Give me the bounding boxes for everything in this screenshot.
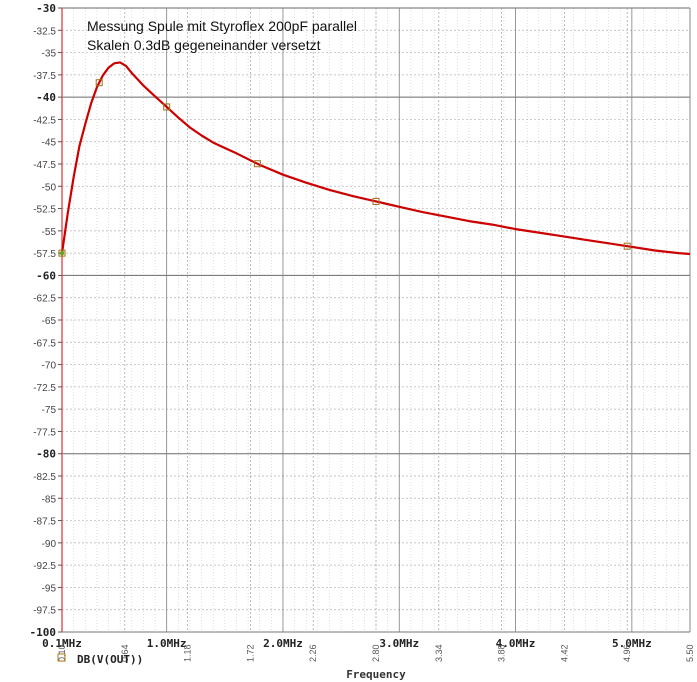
y-tick-label: -35 [42,49,57,60]
legend-label: DB(V(OUT)) [77,653,143,666]
chart-title-line-2: Skalen 0.3dB gegeneinander versetzt [87,37,321,53]
series-layer [60,61,691,256]
x-axis-ticks: 0.1MHz 1.0MHz 2.0MHz 3.0MHz 4.0MHz 5.0MHz 0.10… [42,637,695,662]
x-axis-label: Frequency [346,668,406,681]
series-marker [95,79,103,87]
series-marker [372,197,380,205]
y-tick-label: -57.5 [33,249,56,260]
y-tick-label: -40 [36,91,56,104]
y-tick-label: -45 [42,138,57,149]
chart-title-line-1: Messung Spule mit Styroflex 200pF parall… [87,18,357,34]
y-tick-label: -60 [36,269,56,282]
start-dot [59,250,65,256]
y-tick-label: -30 [36,2,56,15]
y-tick-label: -52.5 [33,205,56,216]
x-secondary-tick-label: 5.50 [685,644,695,662]
x-tick-label: 0.1MHz [42,637,82,650]
y-tick-label: -75 [42,405,57,416]
x-tick-label: 1.0MHz [147,637,187,650]
y-tick-label: -77.5 [33,427,56,438]
y-tick-label: -55 [42,227,57,238]
y-tick-label: -62.5 [33,294,56,305]
y-tick-label: -37.5 [33,71,56,82]
y-tick-label: -65 [42,316,57,327]
series-line [60,61,691,256]
y-tick-label: -72.5 [33,383,56,394]
legend: DB(V(OUT)) [57,653,143,666]
x-secondary-tick-label: 3.88 [497,644,507,662]
x-tick-label: 5.0MHz [612,637,652,650]
y-tick-label: -80 [36,448,56,461]
y-tick-label: -50 [42,182,57,193]
y-tick-label: -87.5 [33,517,56,528]
x-secondary-tick-label: 0.64 [120,644,130,662]
y-tick-label: -82.5 [33,472,56,483]
x-secondary-tick-label: 1.72 [245,644,255,662]
x-secondary-tick-label: 2.80 [371,644,381,662]
x-secondary-tick-label: 4.42 [559,644,569,662]
series-marker [623,242,631,250]
x-secondary-tick-label: 2.26 [308,644,318,662]
y-axis-ticks: -30 -32.5 -35 -37.5 -40 -42.5 -45 -47.5 -50 -52.5… [30,2,62,639]
y-tick-label: -32.5 [33,26,56,37]
y-tick-label: -95 [42,583,57,594]
legend-marker-icon [57,653,66,662]
series-marker [163,103,171,111]
y-tick-label: -90 [42,539,57,550]
x-tick-label: 4.0MHz [496,637,536,650]
x-tick-label: 3.0MHz [379,637,419,650]
y-tick-label: -100 [30,626,57,639]
y-tick-label: -67.5 [33,338,56,349]
x-secondary-tick-label: 3.34 [434,644,444,662]
y-tick-label: -70 [42,361,57,372]
y-tick-label: -85 [42,494,57,505]
series-marker [58,249,66,257]
y-tick-label: -47.5 [33,160,56,171]
y-tick-label: -92.5 [33,561,56,572]
x-secondary-tick-label: 0.10 [57,644,67,662]
y-tick-label: -97.5 [33,606,56,617]
x-secondary-tick-label: 4.96 [622,644,632,662]
gridlines [61,7,691,633]
x-secondary-tick-label: 1.18 [183,644,193,662]
series-marker [253,160,261,168]
marker-layer [58,79,631,257]
x-tick-label: 2.0MHz [263,637,303,650]
y-tick-label: -42.5 [33,115,56,126]
